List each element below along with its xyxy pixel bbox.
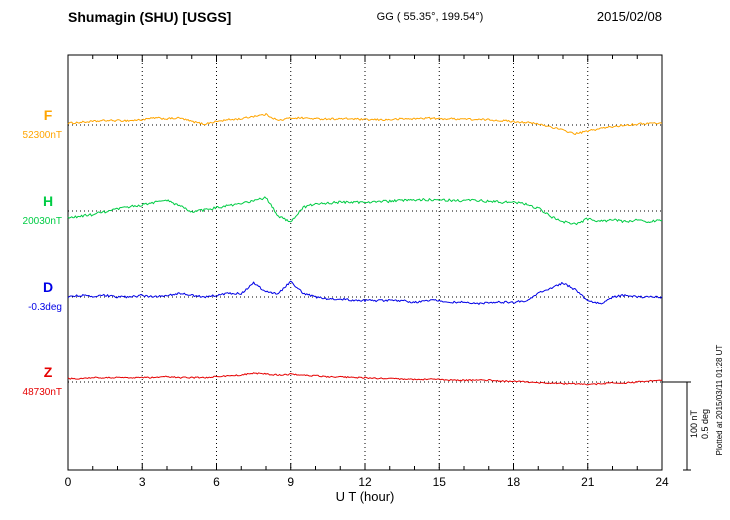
x-axis-title: U T (hour)	[336, 489, 395, 504]
station-title: Shumagin (SHU) [USGS]	[68, 9, 231, 25]
x-tick-label: 15	[433, 475, 447, 489]
series-baseline-Z: 48730nT	[23, 387, 62, 398]
trace-layer	[67, 113, 663, 386]
series-baseline-H: 20030nT	[23, 216, 62, 227]
baseline-layer	[68, 124, 662, 383]
scale-label-nT: 100 nT	[689, 409, 699, 438]
series-label-F: F	[44, 107, 53, 123]
scale-label-deg: 0.5 deg	[700, 409, 710, 439]
trace-F	[67, 113, 663, 135]
gg-coordinates: GG ( 55.35°, 199.54°)	[377, 11, 484, 23]
plot-date: 2015/02/08	[597, 9, 662, 24]
trace-Z	[67, 372, 663, 386]
x-tick-label: 3	[139, 475, 146, 489]
x-tick-label: 24	[655, 475, 669, 489]
x-tick-label: 6	[213, 475, 220, 489]
x-tick-label: 9	[287, 475, 294, 489]
x-tick-label: 12	[358, 475, 372, 489]
x-tick-label: 18	[507, 475, 521, 489]
grid-layer	[141, 55, 589, 470]
x-tick-label: 0	[65, 475, 72, 489]
x-tick-label: 21	[581, 475, 595, 489]
plotted-at-note: Plotted at 2015/03/11 01:28 UT	[715, 345, 724, 456]
series-label-Z: Z	[44, 364, 53, 380]
series-label-D: D	[43, 279, 53, 295]
series-baseline-F: 52300nT	[23, 130, 62, 141]
trace-D	[67, 280, 663, 305]
series-baseline-D: -0.3deg	[28, 302, 62, 313]
tick-layer	[92, 55, 638, 470]
scale-bar	[662, 381, 691, 471]
x-tick-labels: 0 3 6 9 12 15 18 21 24	[65, 475, 669, 489]
series-label-H: H	[43, 193, 53, 209]
trace-H	[67, 196, 663, 226]
